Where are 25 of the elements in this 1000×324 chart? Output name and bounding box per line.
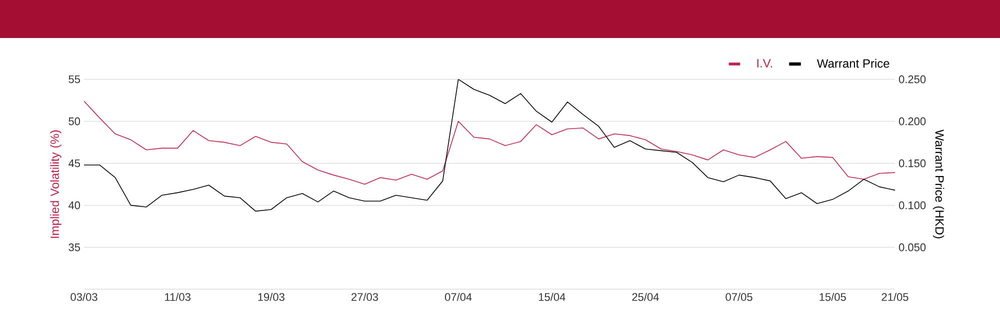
y-tick-label: 55 xyxy=(68,75,80,84)
legend-label: Warrant Price xyxy=(816,58,890,68)
x-tick-label: 15/04 xyxy=(538,292,566,301)
x-tick-label: 07/05 xyxy=(726,292,752,301)
y-tick-label: 50 xyxy=(68,117,80,126)
y2-tick-label: 0.100 xyxy=(898,201,926,210)
y-tick-label: 35 xyxy=(68,243,80,252)
x-tick-label: 21/05 xyxy=(882,292,908,301)
legend-label: I.V. xyxy=(757,59,772,68)
x-tick-label: 07/04 xyxy=(444,292,472,301)
x-tick-label: 15/05 xyxy=(820,292,846,301)
y2-tick-label: 0.200 xyxy=(898,117,926,126)
x-tick-label: 03/03 xyxy=(70,292,98,301)
x-tick-label: 19/03 xyxy=(258,292,284,301)
y-tick-label: 45 xyxy=(68,159,80,168)
y2-tick-label: 0.250 xyxy=(898,75,926,84)
y2-tick-label: 0.150 xyxy=(898,159,926,168)
x-tick-label: 11/03 xyxy=(165,292,190,301)
y-axis-title: Implied Volatility (%) xyxy=(50,130,62,238)
y2-tick-label: 0.050 xyxy=(898,243,926,252)
y2-axis-title: Warrant Price (HKD) xyxy=(932,130,944,238)
y-tick-label: 40 xyxy=(68,201,80,210)
line-series xyxy=(84,100,896,185)
x-tick-label: 27/03 xyxy=(352,292,378,301)
x-tick-label: 25/04 xyxy=(632,292,659,301)
